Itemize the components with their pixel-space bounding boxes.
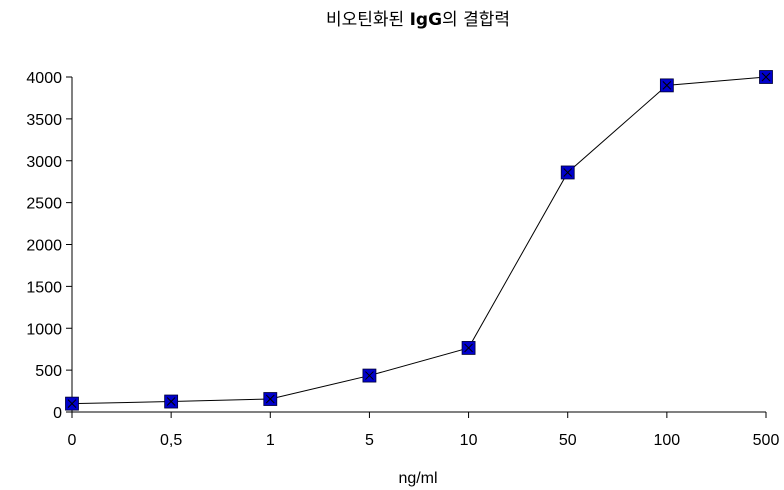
x-tick-label: 0,5 [160,432,182,449]
data-point-cross [464,343,473,353]
chart-title-bold: IgG [410,10,442,30]
data-point [759,70,773,84]
x-tick-label: 100 [654,432,681,449]
y-tick-label: 1500 [26,279,62,296]
x-tick-label: 10 [460,432,478,449]
data-point-cross [166,397,176,406]
x-tick-label: 5 [365,432,374,449]
y-axis: 0 500 1000 1500 2000 2500 3000 3500 4000 [26,70,73,422]
data-point-cross [662,81,672,90]
y-tick-label: 4000 [26,70,62,87]
data-point-cross [67,399,77,408]
series-markers [65,70,773,411]
x-tick-label: 0 [68,432,77,449]
data-point [65,396,79,411]
data-point-cross [761,72,771,82]
data-point [659,78,674,93]
y-tick-label: 500 [35,363,62,380]
x-axis: 0 0,5 1 5 10 50 100 500 [68,411,780,449]
y-tick-label: 2000 [26,238,62,255]
data-point [164,394,179,409]
data-point [362,368,377,383]
y-tick-label: 0 [53,405,62,422]
x-tick-label: 50 [559,432,577,449]
y-tick-label: 2500 [26,196,62,213]
data-point-cross [563,168,573,177]
x-tick-label: 500 [753,432,780,449]
x-tick-label: 1 [266,432,275,449]
chart-title: 비오틴화된 IgG의 결합력 [326,10,510,30]
x-axis-title: ng/ml [398,470,437,487]
chart-title-prefix: 비오틴화된 [326,10,410,30]
data-point [263,392,278,406]
y-tick-label: 1000 [26,321,62,338]
data-point [461,341,476,355]
series-line [71,76,767,405]
data-point-cross [265,394,275,404]
series-lines [71,76,767,405]
y-tick-label: 3500 [26,112,62,129]
y-tick-label: 3000 [26,154,62,171]
data-point [560,165,575,180]
data-point-cross [365,371,374,380]
chart-title-suffix: 의 결합력 [442,10,510,30]
